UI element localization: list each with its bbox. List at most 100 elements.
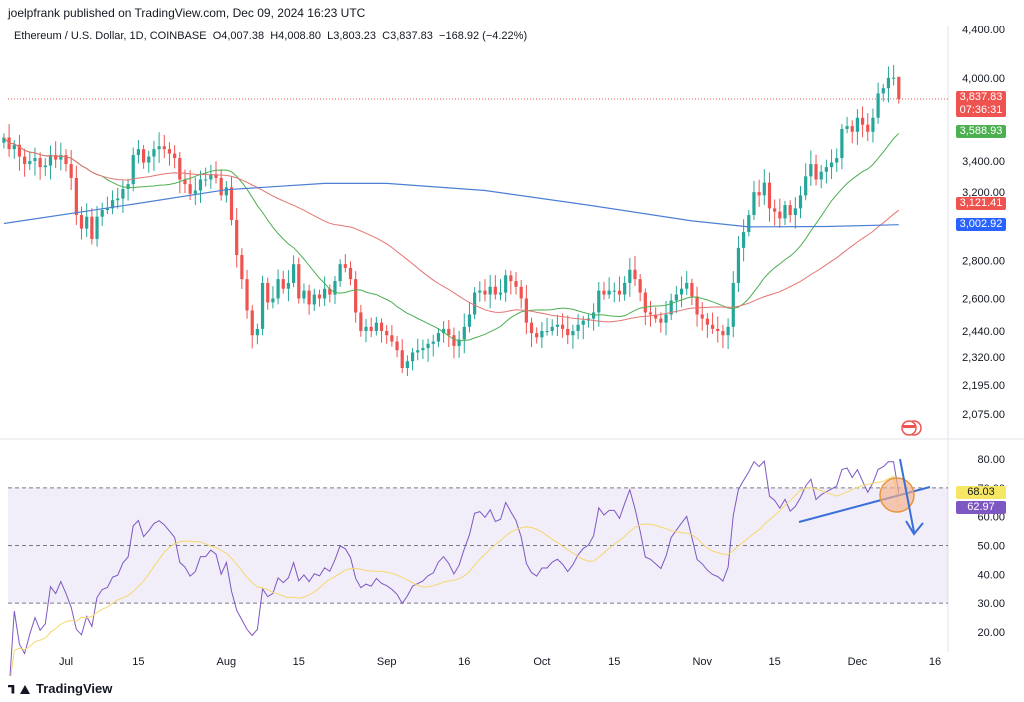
candle bbox=[364, 326, 368, 332]
last-price-tag: 3,837.83 07:36:31 bbox=[956, 91, 1006, 117]
price-axis-label: 4,400.00 bbox=[962, 26, 1005, 36]
legend-open: O4,007.38 bbox=[212, 30, 265, 42]
rsi-axis-label: 80.00 bbox=[977, 454, 1005, 466]
candle bbox=[462, 326, 466, 340]
rsi-axis-label: 40.00 bbox=[977, 569, 1005, 581]
time-axis-label: 16 bbox=[929, 656, 941, 668]
candle bbox=[710, 324, 715, 329]
candle bbox=[374, 322, 378, 332]
candle bbox=[736, 247, 741, 283]
candle bbox=[773, 208, 777, 212]
candle bbox=[90, 216, 94, 240]
down-arrow-shaft[interactable] bbox=[899, 458, 915, 533]
candle bbox=[54, 155, 58, 160]
candle bbox=[840, 128, 844, 159]
candle bbox=[136, 149, 141, 156]
candle bbox=[359, 312, 363, 332]
rsi-signal-tag: 62.97 bbox=[956, 501, 1006, 514]
candle bbox=[685, 282, 689, 289]
candle bbox=[793, 208, 797, 216]
candle bbox=[28, 161, 32, 165]
candle bbox=[121, 188, 125, 199]
rsi-axis-label: 60.00 bbox=[977, 512, 1005, 524]
candle bbox=[535, 333, 539, 338]
candle bbox=[219, 177, 223, 196]
candle bbox=[690, 282, 694, 297]
publisher-text: joelpfrank published on TradingView.com,… bbox=[8, 6, 366, 20]
candle bbox=[845, 126, 849, 129]
candle bbox=[597, 290, 601, 313]
bar-countdown: 07:36:31 bbox=[959, 104, 1003, 116]
candle bbox=[814, 164, 818, 180]
candle bbox=[529, 322, 534, 334]
candle bbox=[416, 350, 420, 353]
candle bbox=[400, 350, 404, 368]
candle bbox=[514, 281, 518, 287]
legend-change: −168.92 (−4.22%) bbox=[439, 30, 528, 42]
rsi-value-tag: 68.03 bbox=[956, 486, 1006, 499]
time-axis-label: 15 bbox=[132, 656, 144, 668]
candle bbox=[307, 290, 311, 305]
candle bbox=[333, 281, 337, 295]
publisher-banner: joelpfrank published on TradingView.com,… bbox=[0, 0, 1024, 26]
candle bbox=[829, 162, 834, 168]
candle bbox=[886, 77, 891, 89]
chart-canvas[interactable]: 4,400.00 4,000.00 3,400.00 3,200.00 2,800.00… bbox=[0, 26, 1024, 676]
down-arrow-icon[interactable] bbox=[905, 520, 924, 536]
candle bbox=[897, 76, 901, 100]
candle bbox=[183, 179, 187, 185]
price-axis-label: 3,400.00 bbox=[962, 156, 1005, 168]
candle bbox=[478, 290, 482, 293]
candle bbox=[623, 282, 627, 295]
candle bbox=[426, 343, 430, 349]
rsi-ma-line bbox=[10, 475, 900, 676]
candle bbox=[866, 124, 870, 132]
candle bbox=[240, 255, 244, 280]
event-flag-stripe bbox=[903, 425, 915, 428]
candle bbox=[338, 264, 342, 282]
candle bbox=[742, 232, 746, 248]
candle bbox=[457, 339, 461, 346]
ma-green-tag: 3,588.93 bbox=[956, 125, 1006, 138]
candle bbox=[147, 156, 151, 163]
candle bbox=[876, 93, 880, 118]
candle bbox=[788, 205, 792, 216]
candle bbox=[323, 288, 327, 299]
candle bbox=[74, 177, 78, 216]
candle bbox=[648, 312, 653, 315]
rsi-axis-label: 30.00 bbox=[977, 598, 1005, 610]
candle bbox=[602, 290, 606, 295]
candle bbox=[95, 216, 99, 240]
candle bbox=[209, 174, 213, 180]
candle bbox=[141, 149, 146, 163]
candle bbox=[79, 215, 84, 229]
candle bbox=[778, 211, 782, 219]
price-axis-label: 3,200.00 bbox=[962, 187, 1005, 199]
candle bbox=[581, 320, 585, 325]
candle bbox=[473, 292, 477, 315]
candle bbox=[850, 126, 854, 132]
candle bbox=[235, 220, 239, 256]
candle bbox=[809, 164, 813, 177]
candle bbox=[116, 198, 120, 201]
price-axis-label: 2,075.00 bbox=[962, 409, 1005, 421]
candle bbox=[798, 195, 803, 209]
candle bbox=[638, 279, 642, 293]
candle bbox=[38, 158, 42, 168]
ma-red-tag: 3,121.41 bbox=[956, 197, 1006, 210]
candle bbox=[824, 167, 828, 172]
candle bbox=[592, 312, 596, 319]
candle bbox=[281, 279, 285, 289]
candle bbox=[110, 200, 115, 209]
legend-symbol[interactable]: Ethereum / U.S. Dollar, 1D, COINBASE bbox=[14, 30, 207, 42]
candle bbox=[43, 165, 47, 168]
rsi-line bbox=[9, 460, 900, 676]
ma-blue-tag: 3,002.92 bbox=[956, 218, 1006, 231]
candle bbox=[664, 314, 668, 323]
candle bbox=[126, 184, 130, 189]
candle bbox=[421, 348, 425, 351]
candle bbox=[892, 77, 896, 79]
candle bbox=[12, 144, 16, 150]
candle bbox=[721, 331, 725, 336]
candle bbox=[633, 269, 637, 280]
